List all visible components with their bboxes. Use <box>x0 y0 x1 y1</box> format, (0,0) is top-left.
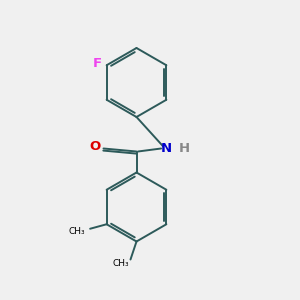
Text: N: N <box>161 142 172 155</box>
Text: CH₃: CH₃ <box>69 227 85 236</box>
Text: O: O <box>89 140 101 154</box>
Text: H: H <box>179 142 190 155</box>
Text: F: F <box>92 57 102 70</box>
Text: CH₃: CH₃ <box>112 259 129 268</box>
